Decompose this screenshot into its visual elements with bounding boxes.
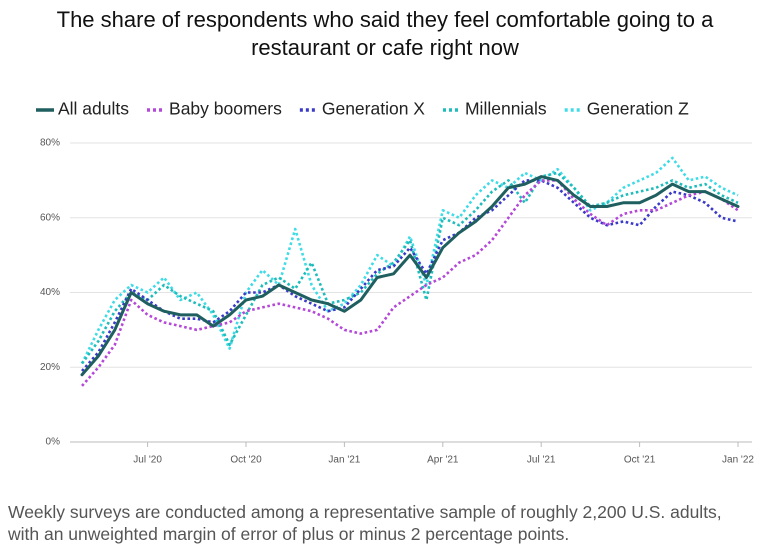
legend-label: Generation X bbox=[322, 99, 425, 119]
series-line bbox=[81, 179, 739, 372]
legend-label: All adults bbox=[58, 99, 129, 119]
x-tick-label: Jan '21 bbox=[328, 455, 360, 466]
footnote: Weekly surveys are conducted among a rep… bbox=[8, 502, 722, 544]
y-tick-label: 60% bbox=[40, 212, 60, 223]
x-tick-label: Jan '22 bbox=[722, 455, 754, 466]
x-tick-label: Apr '21 bbox=[427, 455, 459, 466]
series-line bbox=[80, 175, 740, 377]
chart: 0% 20% 40% 60% 80% Jul '20 Oct '20 Jan '21 Apr '… bbox=[36, 99, 754, 466]
series-line bbox=[81, 179, 739, 387]
x-tick-label: Jul '20 bbox=[133, 455, 162, 466]
legend-label: Baby boomers bbox=[169, 99, 282, 119]
x-tick-label: Jul '21 bbox=[527, 455, 556, 466]
x-tick-label: Oct '21 bbox=[624, 455, 656, 466]
y-tick-label: 20% bbox=[40, 362, 60, 373]
y-tick-label: 0% bbox=[46, 437, 61, 448]
legend-label: Generation Z bbox=[587, 99, 689, 119]
chart-title: The share of respondents who said they f… bbox=[56, 7, 714, 60]
y-tick-label: 40% bbox=[40, 287, 60, 298]
x-tick-label: Oct '20 bbox=[230, 455, 262, 466]
series-line bbox=[80, 156, 739, 365]
legend-label: Millennials bbox=[465, 99, 547, 119]
y-tick-label: 80% bbox=[40, 138, 60, 149]
